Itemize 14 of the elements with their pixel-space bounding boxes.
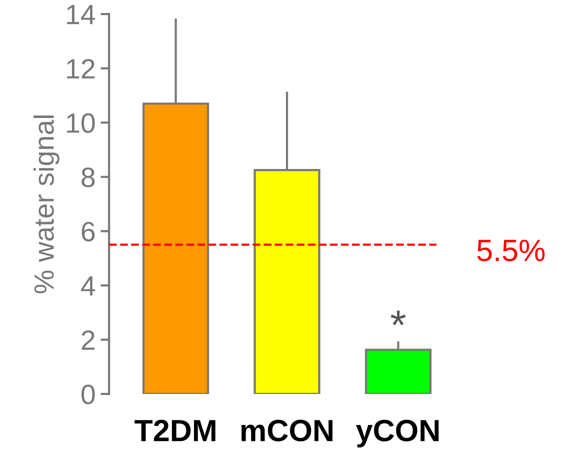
y-tick-label: 10 [67, 113, 95, 133]
y-tick-label: 6 [82, 222, 95, 242]
ref-line-label: 5.5% [477, 240, 545, 262]
y-tick-label: 0 [82, 384, 95, 404]
x-tick-label: yCON [356, 420, 439, 448]
y-tick-label: 8 [82, 168, 95, 188]
x-tick-label: T2DM [134, 420, 216, 442]
y-tick-label: 14 [67, 5, 96, 24]
annotation: * [390, 310, 406, 326]
y-tick-label: 2 [82, 330, 94, 350]
y-tick-label: 4 [81, 276, 96, 296]
x-tick-label: mCON [241, 420, 332, 442]
y-tick-label: 12 [67, 59, 94, 78]
y-axis-title: % water signal [34, 116, 60, 294]
